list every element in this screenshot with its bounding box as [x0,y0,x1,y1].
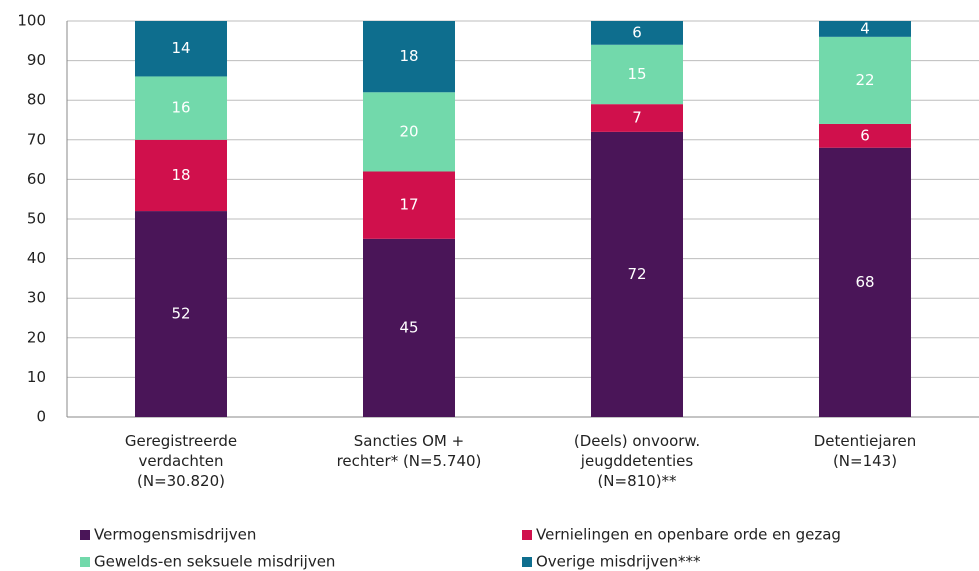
y-tick-label: 30 [27,289,46,307]
value-label: 14 [171,39,190,57]
bar-segment [363,21,455,93]
bar-segment [135,21,227,77]
bar-segment [819,21,911,37]
value-label: 18 [399,47,418,65]
value-label: 22 [855,71,874,89]
x-tick-label: (Deels) onvoorw. jeugddetenties (N=810)** [574,432,700,490]
value-label: 72 [627,265,646,283]
legend-label: Overige misdrijven*** [536,553,701,571]
bar-segment [135,211,227,417]
y-tick-label: 50 [27,210,46,228]
bar-segment [591,21,683,45]
value-label: 6 [632,23,642,41]
x-tick-label: Sancties OM + rechter* (N=5.740) [337,432,482,470]
y-tick-label: 90 [27,51,46,69]
legend-swatch [522,557,532,567]
bar-segment [363,171,455,239]
bar-segment [591,104,683,132]
value-label: 68 [855,273,874,291]
bar-segment [135,139,227,212]
value-label: 45 [399,318,418,336]
y-tick-label: 70 [27,130,46,148]
value-label: 20 [399,122,418,140]
legend-label: Gewelds-en seksuele misdrijven [94,553,335,571]
value-label: 7 [632,109,642,127]
y-tick-label: 20 [27,328,46,346]
value-label: 16 [171,99,190,117]
value-label: 15 [627,65,646,83]
bar-segment [591,44,683,105]
bar-segment [135,76,227,140]
legend-swatch [522,530,532,540]
bar-segment [819,147,911,417]
bar-segment [819,123,911,148]
value-label: 17 [399,196,418,214]
y-tick-label: 80 [27,91,46,109]
bar-segment [819,36,911,124]
y-tick-label: 40 [27,249,46,267]
legend-label: Vermogensmisdrijven [94,526,256,544]
bar-segment [363,238,455,417]
legend-swatch [80,557,90,567]
bar-segment [591,131,683,417]
y-tick-label: 100 [17,12,46,30]
value-label: 18 [171,166,190,184]
legend-label: Vernielingen en openbare orde en gezag [536,526,841,544]
value-label: 4 [860,19,870,37]
y-tick-label: 10 [27,368,46,386]
y-tick-label: 60 [27,170,46,188]
x-tick-label: Detentiejaren (N=143) [814,432,917,470]
bar-segment [363,92,455,172]
value-label: 6 [860,126,870,144]
value-label: 52 [171,305,190,323]
y-tick-label: 0 [36,408,46,426]
x-tick-label: Geregistreerde verdachten (N=30.820) [125,432,237,490]
legend-swatch [80,530,90,540]
